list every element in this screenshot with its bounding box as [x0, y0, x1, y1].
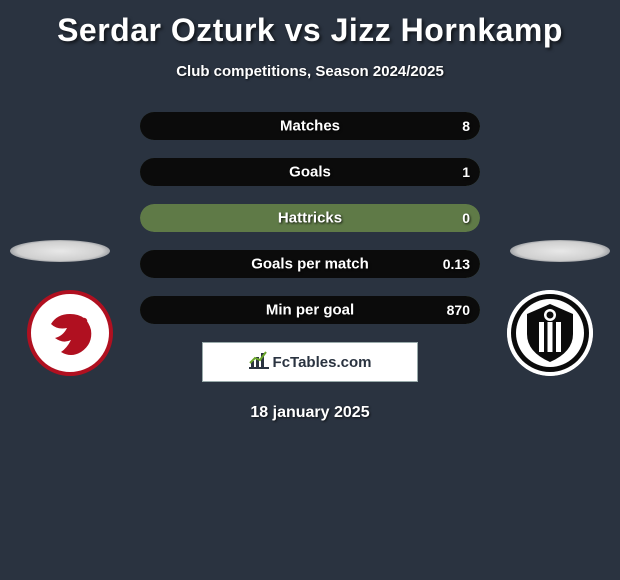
almere-city-logo-icon [37, 300, 103, 366]
stat-label: Goals [289, 164, 331, 181]
stat-value-right: 1 [462, 164, 470, 180]
stat-value-right: 0.13 [443, 256, 470, 272]
stat-label: Matches [280, 118, 340, 135]
club-badge-left [27, 290, 113, 376]
club-badge-right [507, 290, 593, 376]
stat-label: Min per goal [266, 302, 354, 319]
stat-label: Goals per match [251, 256, 369, 273]
stat-label: Hattricks [278, 210, 342, 227]
stat-row: Hattricks 0 [140, 204, 480, 232]
stat-row: Matches 8 [140, 112, 480, 140]
heracles-logo-icon [507, 290, 593, 376]
stat-row: Goals per match 0.13 [140, 250, 480, 278]
stat-bars: Matches 8 Goals 1 Hattricks 0 Goals per match 0… [140, 112, 480, 324]
brand-text: FcTables.com [273, 354, 372, 371]
stat-value-right: 8 [462, 118, 470, 134]
stat-value-right: 870 [447, 302, 470, 318]
stat-value-right: 0 [462, 210, 470, 226]
comparison-panel: Matches 8 Goals 1 Hattricks 0 Goals per match 0… [0, 112, 620, 422]
player-shadow-left [10, 240, 110, 262]
brand-box: FcTables.com [202, 342, 418, 382]
page-title: Serdar Ozturk vs Jizz Hornkamp [0, 0, 620, 49]
chart-icon [249, 351, 269, 374]
date-line: 18 january 2025 [0, 404, 620, 422]
player-shadow-right [510, 240, 610, 262]
page-subtitle: Club competitions, Season 2024/2025 [0, 63, 620, 80]
stat-row: Goals 1 [140, 158, 480, 186]
stat-row: Min per goal 870 [140, 296, 480, 324]
